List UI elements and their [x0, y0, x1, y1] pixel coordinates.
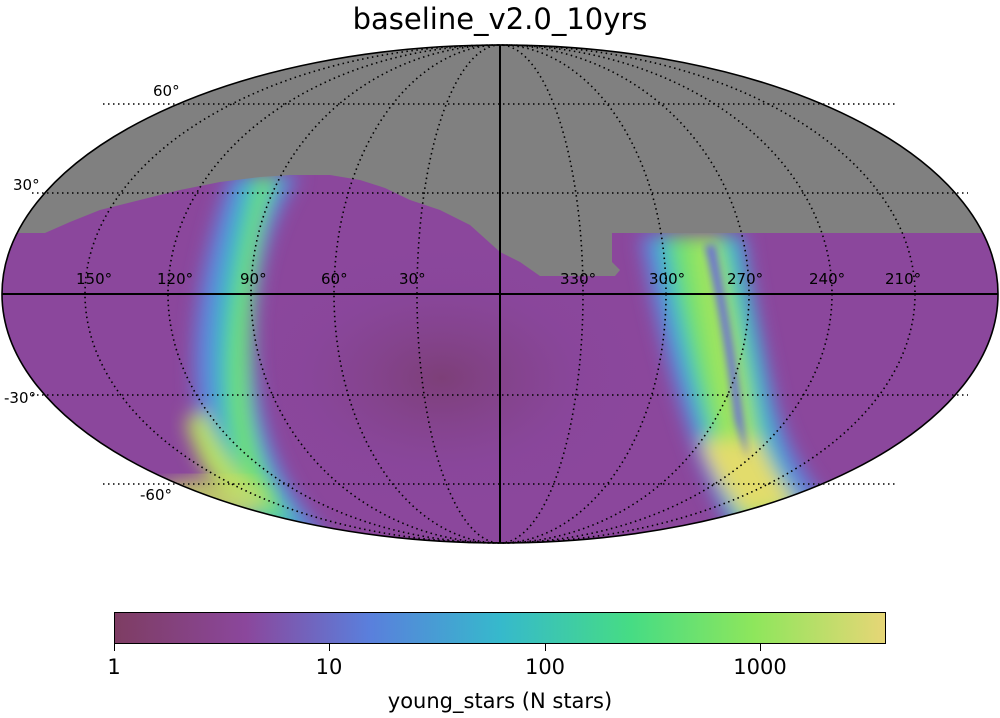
- lat-label-neg30: -30°: [4, 389, 36, 407]
- lon-label-90: 90°: [240, 270, 267, 288]
- lon-label-150: 150°: [76, 270, 112, 288]
- lon-label-120: 120°: [157, 270, 193, 288]
- colorbar-tick-label-1: 1: [107, 655, 121, 679]
- colorbar-tick: [329, 644, 330, 651]
- colorbar-tick: [545, 644, 546, 651]
- lon-label-240: 240°: [809, 270, 845, 288]
- sky-map: 60° 30° -30° -60° 150° 120° 90° 60° 30° …: [1, 44, 999, 544]
- lon-label-30: 30°: [399, 270, 426, 288]
- lat-label-neg60: -60°: [140, 486, 172, 504]
- lat-label-60: 60°: [153, 82, 180, 100]
- lon-label-60: 60°: [321, 270, 348, 288]
- lon-label-300: 300°: [649, 270, 685, 288]
- lon-label-270: 270°: [727, 270, 763, 288]
- lat-label-30: 30°: [13, 176, 40, 194]
- colorbar-tick-label-1000: 1000: [733, 655, 787, 679]
- lon-label-330: 330°: [560, 270, 596, 288]
- dust-lane: [705, 245, 748, 460]
- plot-title: baseline_v2.0_10yrs: [352, 2, 648, 36]
- colorbar-tick: [760, 644, 761, 651]
- colorbar-label: young_stars (N stars): [387, 689, 613, 713]
- map-outline: [1, 44, 999, 544]
- colorbar-tick: [114, 644, 115, 651]
- colorbar: [114, 612, 886, 644]
- colorbar-tick-label-100: 100: [524, 655, 566, 679]
- low-density-center: [230, 210, 690, 510]
- lon-label-210: 210°: [885, 270, 921, 288]
- colorbar-tick-label-10: 10: [315, 655, 343, 679]
- axes-lines: [2, 45, 998, 543]
- galactic-plane-left: [185, 175, 330, 540]
